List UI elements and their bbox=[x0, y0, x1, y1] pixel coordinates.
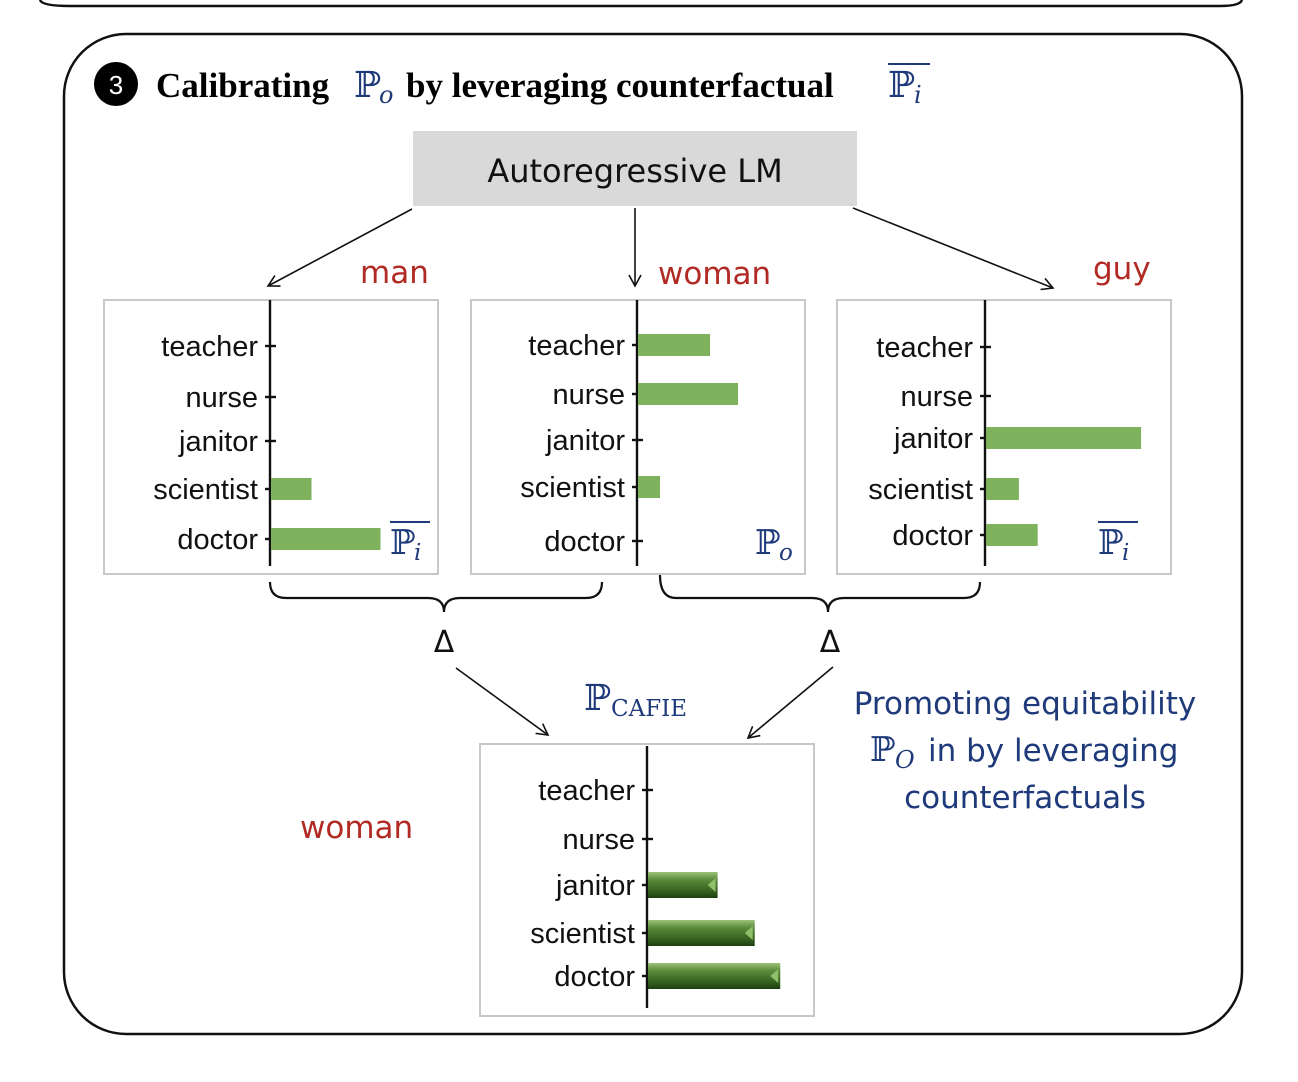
bar-end-cap-doctor bbox=[770, 969, 779, 983]
tick-label-nurse: nurse bbox=[562, 824, 635, 856]
chart-man: teacher nurse janitor scientist doctor ℙi bbox=[153, 300, 430, 566]
bar-end-cap-janitor bbox=[707, 878, 716, 892]
chart-cafie: teacher nurse janitor scientist doctor bbox=[530, 746, 781, 1008]
dist-symbol-sub: o bbox=[779, 540, 793, 566]
arrow-lm-to-guy bbox=[852, 207, 1055, 291]
previous-panel-edge bbox=[38, 0, 1244, 8]
arrow-delta-right-to-cafie bbox=[746, 666, 834, 740]
tick-label-teacher: teacher bbox=[538, 775, 635, 807]
step-header: 3 Calibrating ℙ o by leveraging counterf… bbox=[94, 62, 930, 109]
brace-left bbox=[268, 581, 604, 613]
cafie-symbol-sub: CAFIE bbox=[611, 696, 687, 722]
bar-end-cap-scientist bbox=[744, 926, 753, 940]
tick-label-scientist: scientist bbox=[153, 474, 258, 506]
tick-label-teacher: teacher bbox=[161, 331, 258, 363]
dist-symbol-sub: i bbox=[1122, 540, 1129, 566]
header-symbol-pi: ℙ bbox=[888, 65, 915, 106]
header-title-part2: by leveraging counterfactual bbox=[406, 66, 834, 105]
word-guy: guy bbox=[1093, 251, 1151, 287]
promo-line3: counterfactuals bbox=[904, 780, 1146, 816]
bar-scientist bbox=[648, 920, 755, 946]
tick-label-doctor: doctor bbox=[177, 524, 258, 556]
arrow-delta-left-to-cafie bbox=[455, 667, 550, 736]
tick-label-nurse: nurse bbox=[552, 379, 625, 411]
bar-doctor bbox=[648, 963, 781, 989]
dist-symbol: ℙ bbox=[1098, 523, 1124, 563]
tick-label-doctor: doctor bbox=[892, 520, 973, 552]
lm-box-label: Autoregressive LM bbox=[487, 152, 782, 190]
tick-label-janitor: janitor bbox=[555, 870, 635, 902]
tick-label-scientist: scientist bbox=[520, 472, 625, 504]
cafie-symbol: ℙ bbox=[584, 678, 611, 719]
tick-label-doctor: doctor bbox=[544, 526, 625, 558]
dist-symbol: ℙ bbox=[755, 523, 781, 563]
tick-label-teacher: teacher bbox=[876, 332, 973, 364]
tick-label-doctor: doctor bbox=[554, 961, 635, 993]
header-symbol-po: ℙ bbox=[354, 65, 381, 106]
tick-label-janitor: janitor bbox=[178, 426, 258, 458]
bar-janitor bbox=[648, 872, 718, 898]
tick-label-janitor: janitor bbox=[545, 425, 625, 457]
bar-doctor bbox=[271, 528, 381, 550]
output-word-woman: woman bbox=[300, 810, 413, 846]
step-number-badge bbox=[94, 62, 138, 106]
promo-text: Promoting equitability ℙ O in by leverag… bbox=[854, 686, 1196, 816]
delta-left: Δ bbox=[434, 625, 455, 660]
promo-symbol-sub: O bbox=[895, 746, 915, 774]
delta-right: Δ bbox=[820, 625, 841, 660]
brace-right bbox=[658, 574, 982, 613]
bar-doctor bbox=[986, 524, 1038, 546]
bar-nurse bbox=[638, 383, 738, 405]
chart-woman: teacher nurse janitor scientist doctor ℙo bbox=[520, 300, 793, 566]
header-symbol-pi-sub: i bbox=[914, 81, 922, 109]
bar-janitor bbox=[986, 427, 1142, 449]
dist-symbol: ℙ bbox=[390, 523, 416, 563]
arrow-lm-to-man bbox=[266, 208, 413, 287]
promo-line1: Promoting equitability bbox=[854, 686, 1196, 722]
bar-teacher bbox=[638, 334, 710, 356]
bar-scientist bbox=[986, 478, 1019, 500]
word-man: man bbox=[360, 255, 429, 291]
tick-label-scientist: scientist bbox=[530, 918, 635, 950]
promo-line2: in by leveraging bbox=[928, 733, 1178, 769]
tick-label-scientist: scientist bbox=[868, 474, 973, 506]
tick-label-teacher: teacher bbox=[528, 330, 625, 362]
header-symbol-po-sub: o bbox=[379, 81, 393, 109]
tick-label-nurse: nurse bbox=[900, 381, 973, 413]
tick-label-janitor: janitor bbox=[893, 423, 973, 455]
bar-scientist bbox=[271, 478, 312, 500]
bar-scientist bbox=[638, 476, 660, 498]
tick-label-nurse: nurse bbox=[185, 382, 258, 414]
lm-box bbox=[413, 131, 857, 206]
dist-symbol-sub: i bbox=[414, 540, 421, 566]
word-woman: woman bbox=[658, 256, 771, 292]
promo-symbol: ℙ bbox=[870, 730, 896, 770]
header-title-part1: Calibrating bbox=[156, 66, 330, 105]
chart-guy: teacher nurse janitor scientist doctor ℙi bbox=[868, 300, 1142, 566]
step-number: 3 bbox=[109, 70, 123, 100]
